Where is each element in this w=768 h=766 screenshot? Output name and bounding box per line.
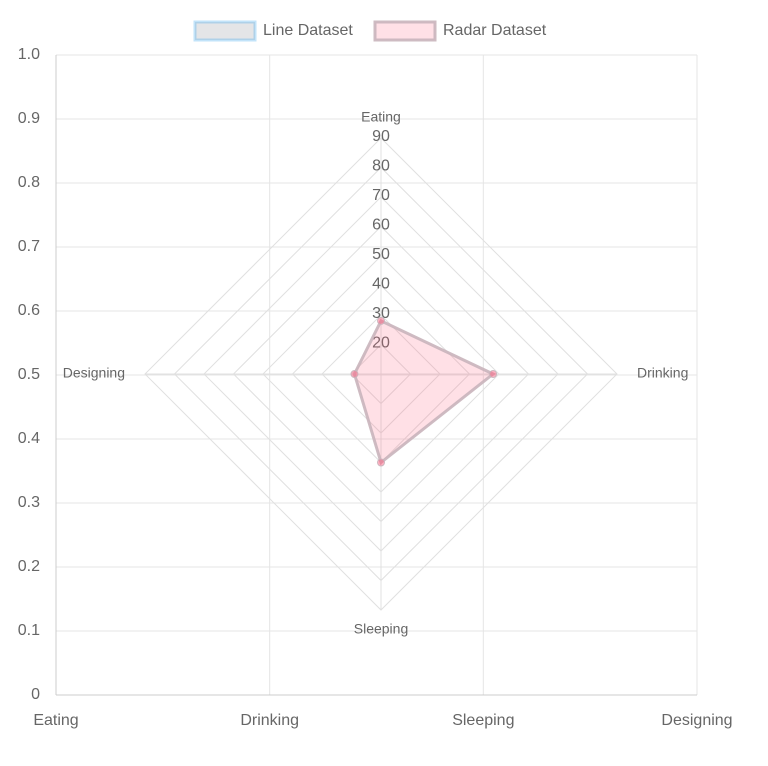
y-tick-label: 0.1 [18,622,40,639]
r-tick-label: 70 [372,187,390,204]
y-tick-label: 0.8 [18,174,40,191]
r-tick-label: 40 [372,276,390,293]
r-tick-label: 50 [372,246,390,263]
r-tick-label: 80 [372,158,390,175]
legend-swatch [373,20,437,42]
y-tick-label: 0.9 [18,110,40,127]
x-tick-label: Drinking [240,712,299,729]
legend-label: Radar Dataset [443,22,547,39]
r-tick-label: 20 [372,335,390,352]
radar-point [489,370,498,378]
legend-swatch [193,20,257,42]
r-tick-label: 90 [372,128,390,145]
x-tick-label: Eating [33,712,78,729]
y-tick-label: 0.6 [18,302,40,319]
r-tick-label: 30 [372,305,390,322]
y-tick-label: 0.5 [18,366,40,383]
legend-label: Line Dataset [263,22,353,39]
y-tick-label: 1.0 [18,46,40,63]
point-label: Eating [361,109,401,125]
x-tick-label: Designing [661,712,732,729]
y-tick-label: 0.2 [18,558,40,575]
point-label: Drinking [637,365,688,381]
x-tick-label: Sleeping [452,712,514,729]
point-label: Designing [63,365,125,381]
y-tick-label: 0.7 [18,238,40,255]
point-label: Sleeping [354,621,409,637]
y-tick-label: 0.4 [18,430,40,447]
radar-area [352,318,496,466]
y-tick-label: 0.3 [18,494,40,511]
r-tick-label: 60 [372,217,390,234]
radar-point [377,316,385,325]
radar-point [377,458,385,467]
y-tick-label: 0 [31,686,40,703]
radar-point [350,370,359,378]
